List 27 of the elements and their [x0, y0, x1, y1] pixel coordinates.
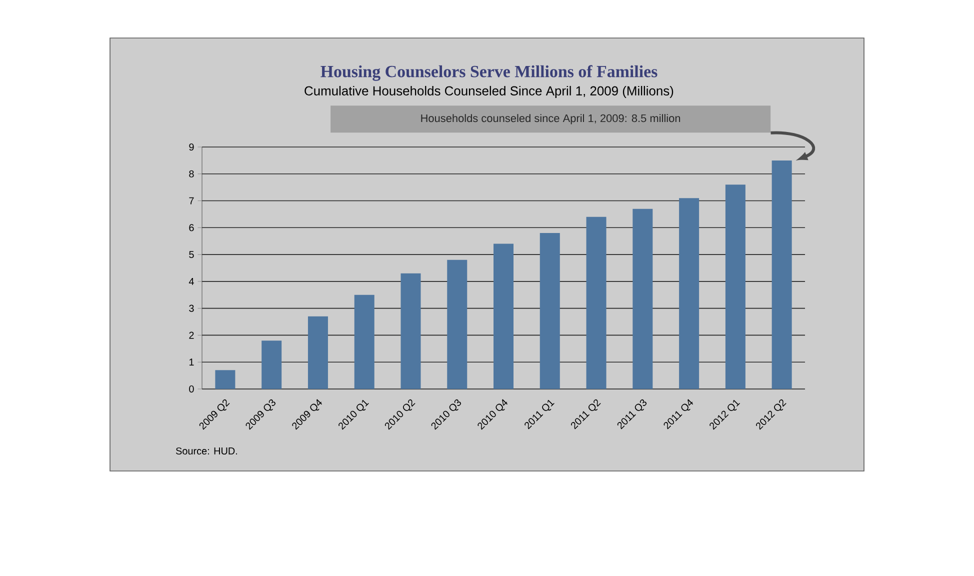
bar	[215, 370, 236, 389]
y-tick-label: 0	[189, 385, 194, 393]
y-tick-label: 8	[189, 170, 194, 178]
source-note: Source: HUD.	[176, 447, 237, 455]
bar	[679, 198, 700, 389]
bar	[772, 160, 792, 389]
bar	[447, 260, 468, 389]
bar	[586, 216, 606, 389]
y-tick-label: 6	[189, 224, 194, 232]
text: Households counseled since April 1, 2009: 8.5 million	[421, 114, 680, 124]
y-tick-label: 9	[189, 143, 194, 151]
y-tick-label: 2	[189, 332, 194, 339]
chart-subtitle: Cumulative Households Counseled Since April 1, 2009 (Millions)	[304, 86, 674, 98]
bar	[540, 233, 560, 389]
y-tick-label: 3	[189, 304, 194, 312]
bar	[725, 184, 746, 389]
y-tick-label: 4	[188, 278, 194, 285]
y-tick-label: 7	[189, 197, 194, 204]
bar	[400, 273, 421, 389]
bar	[354, 294, 374, 389]
y-tick-label: 5	[189, 251, 194, 258]
bar	[262, 340, 282, 389]
chart-title: Housing Counselors Serve Millions of Families	[320, 65, 658, 81]
bar	[308, 316, 328, 389]
bar	[494, 244, 514, 389]
y-tick-label: 1	[189, 358, 194, 366]
bar	[632, 208, 653, 389]
